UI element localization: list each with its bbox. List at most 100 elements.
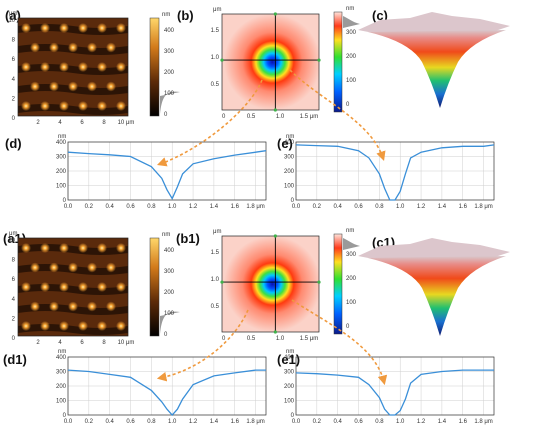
afm-y-tick: 8 xyxy=(12,38,16,44)
crosshair-handle xyxy=(274,12,277,15)
afm-dot xyxy=(87,263,97,273)
x-tick-label: 0.8 xyxy=(147,204,156,210)
afm-dot xyxy=(78,62,88,72)
y-tick-label: 300 xyxy=(56,370,67,376)
y-tick-label: 200 xyxy=(284,384,295,390)
afm-colorbar xyxy=(150,238,159,336)
x-tick-label: 0.4 xyxy=(106,419,115,425)
afm-dot xyxy=(30,263,40,273)
afm-colorbar xyxy=(150,18,159,116)
afm-dot xyxy=(106,43,116,53)
afm-x-tick: 2 xyxy=(36,120,40,126)
afm-dot xyxy=(68,302,78,312)
afm-dot xyxy=(30,43,40,53)
y-tick-label: 300 xyxy=(56,155,67,161)
afm-dot xyxy=(21,321,31,331)
x-tick-label: 1.6 xyxy=(459,204,468,210)
y-tick-label: 300 xyxy=(284,155,295,161)
y-unit: nm xyxy=(58,349,66,355)
afm-dot xyxy=(40,62,50,72)
afm-dot xyxy=(97,101,107,111)
afm-colorbar-tick: 300 xyxy=(164,49,175,55)
afm-dot xyxy=(87,43,97,53)
afm-dot xyxy=(116,321,126,331)
x-tick-label: 0.2 xyxy=(85,204,94,210)
afm-dot xyxy=(116,23,126,33)
panel-label-b: (b) xyxy=(177,8,194,23)
x-tick-label: 0.6 xyxy=(126,204,135,210)
afm-dot xyxy=(30,82,40,92)
zoom-colorbar-tick: 300 xyxy=(346,252,357,258)
x-tick-label: 0.0 xyxy=(292,419,301,425)
x-tick-label: 1.2 xyxy=(417,419,426,425)
afm-colorbar-tick: 300 xyxy=(164,269,175,275)
pit-cone xyxy=(368,256,506,336)
afm-y-tick: 6 xyxy=(12,277,16,283)
zoom-unit: μm xyxy=(213,7,221,13)
profile-line xyxy=(68,370,266,415)
afm-y-tick: 4 xyxy=(12,77,16,83)
x-tick-label: 0.8 xyxy=(147,419,156,425)
x-tick-label: 1.2 xyxy=(189,204,198,210)
y-unit: nm xyxy=(286,349,294,355)
x-tick-label: 0.4 xyxy=(334,204,343,210)
crosshair-handle xyxy=(274,234,277,237)
x-tick-label: 1.8 μm xyxy=(246,204,264,210)
afm-dot xyxy=(21,101,31,111)
zoom-y-tick: 1.0 xyxy=(211,277,220,283)
x-tick-label: 1.4 xyxy=(438,419,447,425)
afm-colorbar-tick: 100 xyxy=(164,311,175,317)
afm-dot xyxy=(59,282,69,292)
afm-colorbar-tick: 0 xyxy=(164,332,168,338)
afm-colorbar-unit: nm xyxy=(162,232,170,238)
x-tick-label: 0.2 xyxy=(313,204,322,210)
afm-dot xyxy=(116,101,126,111)
afm-dot xyxy=(40,101,50,111)
y-tick-label: 400 xyxy=(56,355,67,361)
afm-dot xyxy=(116,282,126,292)
x-tick-label: 1.0 xyxy=(396,204,405,210)
y-tick-label: 100 xyxy=(284,399,295,405)
x-tick-label: 0.6 xyxy=(126,419,135,425)
x-tick-label: 0.6 xyxy=(354,419,363,425)
zoom-x-tick: 1.0 xyxy=(276,336,285,342)
afm-x-tick: 10 μm xyxy=(118,120,135,126)
x-tick-label: 1.2 xyxy=(189,419,198,425)
y-unit: nm xyxy=(58,134,66,140)
afm-dot xyxy=(49,82,59,92)
crosshair-handle xyxy=(220,58,223,61)
afm-dot xyxy=(49,263,59,273)
afm-dot xyxy=(49,43,59,53)
afm-dot xyxy=(40,243,50,253)
zoom-x-tick: 0.5 xyxy=(247,336,256,342)
afm-dot xyxy=(68,43,78,53)
zoom-histogram xyxy=(343,16,360,28)
crosshair-handle xyxy=(274,108,277,111)
afm-x-tick: 4 xyxy=(58,120,62,126)
afm-dot xyxy=(40,321,50,331)
y-unit: nm xyxy=(286,134,294,140)
afm-dot xyxy=(68,263,78,273)
profile-line xyxy=(68,151,266,199)
afm-y-tick: 6 xyxy=(12,57,16,63)
afm-dot xyxy=(78,321,88,331)
zoom-colorbar-tick: 300 xyxy=(346,30,357,36)
afm-dot xyxy=(68,82,78,92)
afm-dot xyxy=(21,282,31,292)
afm-y-tick: 8 xyxy=(12,258,16,264)
y-tick-label: 400 xyxy=(284,355,295,361)
y-tick-label: 100 xyxy=(284,184,295,190)
afm-x-tick: 8 xyxy=(102,120,106,126)
pit-cone xyxy=(368,30,506,108)
x-tick-label: 0.0 xyxy=(292,204,301,210)
afm-dot xyxy=(59,321,69,331)
afm-dot xyxy=(116,243,126,253)
x-tick-label: 1.0 xyxy=(168,204,177,210)
afm-colorbar-tick: 200 xyxy=(164,290,175,296)
x-tick-label: 1.0 xyxy=(396,419,405,425)
